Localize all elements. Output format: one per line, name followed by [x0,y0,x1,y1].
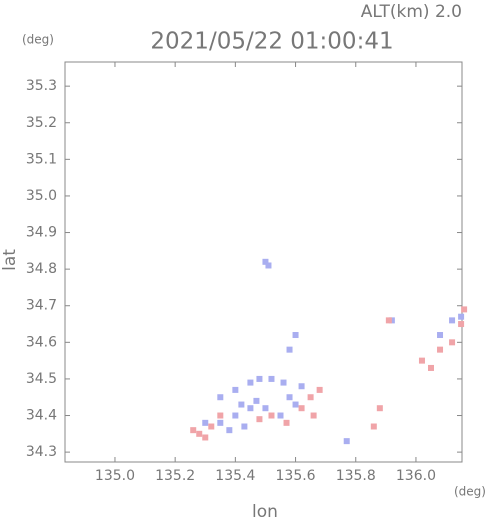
point [226,427,233,434]
point [202,419,209,426]
point [262,405,269,412]
point [217,419,224,426]
y-axis-label: lat [0,249,20,271]
point [310,412,317,419]
x-tick-label: 135.6 [276,468,316,484]
y-tick-label: 35.3 [26,78,57,94]
point [449,339,456,346]
y-tick-label: 34.6 [26,334,57,350]
point [190,427,197,434]
point [217,394,224,401]
point [286,394,293,401]
point [256,416,263,423]
x-tick-label: 135.2 [155,468,195,484]
y-tick-label: 34.7 [26,298,57,314]
point [449,317,456,324]
point [202,434,209,441]
point [461,306,468,313]
point [265,262,272,269]
y-tick-label: 35.2 [26,115,57,131]
y-tick-label: 34.3 [26,444,57,460]
y-tick-label: 34.9 [26,225,57,241]
point [292,332,299,339]
point [283,419,290,426]
point [247,379,254,386]
point [280,379,287,386]
point [292,401,299,408]
x-tick-label: 135.0 [95,468,135,484]
point [238,401,245,408]
point [268,375,275,382]
y-tick-label: 35.0 [26,188,57,204]
point [437,332,444,339]
point [370,423,377,430]
point [253,397,260,404]
y-unit: (deg) [22,33,54,47]
point [437,346,444,353]
point [232,386,239,393]
point [262,258,269,265]
point [458,321,465,328]
x-tick-label: 135.4 [215,468,255,484]
point [217,412,224,419]
point [427,364,434,371]
x-tick-label: 135.8 [336,468,376,484]
point [241,423,248,430]
point [316,386,323,393]
point [286,346,293,353]
point [196,430,203,437]
y-tick-label: 34.5 [26,371,57,387]
chart-subtitle: ALT(km) 2.0 [361,2,462,22]
point [343,438,350,445]
x-axis-label: lon [252,502,278,521]
point [256,375,263,382]
y-tick-label: 34.4 [26,408,57,424]
point [458,313,465,320]
x-tick-label: 136.0 [396,468,436,484]
point [298,405,305,412]
point [277,412,284,419]
point [307,394,314,401]
point [385,317,392,324]
point [376,405,383,412]
point [268,412,275,419]
point [247,405,254,412]
plot-frame [64,61,463,463]
point [418,357,425,364]
point [298,383,305,390]
chart-title: 2021/05/22 01:00:41 [150,29,393,55]
x-unit: (deg) [454,485,486,499]
y-tick-label: 34.8 [26,261,57,277]
point [232,412,239,419]
point [388,317,395,324]
y-tick-label: 35.1 [26,151,57,167]
point [208,423,215,430]
